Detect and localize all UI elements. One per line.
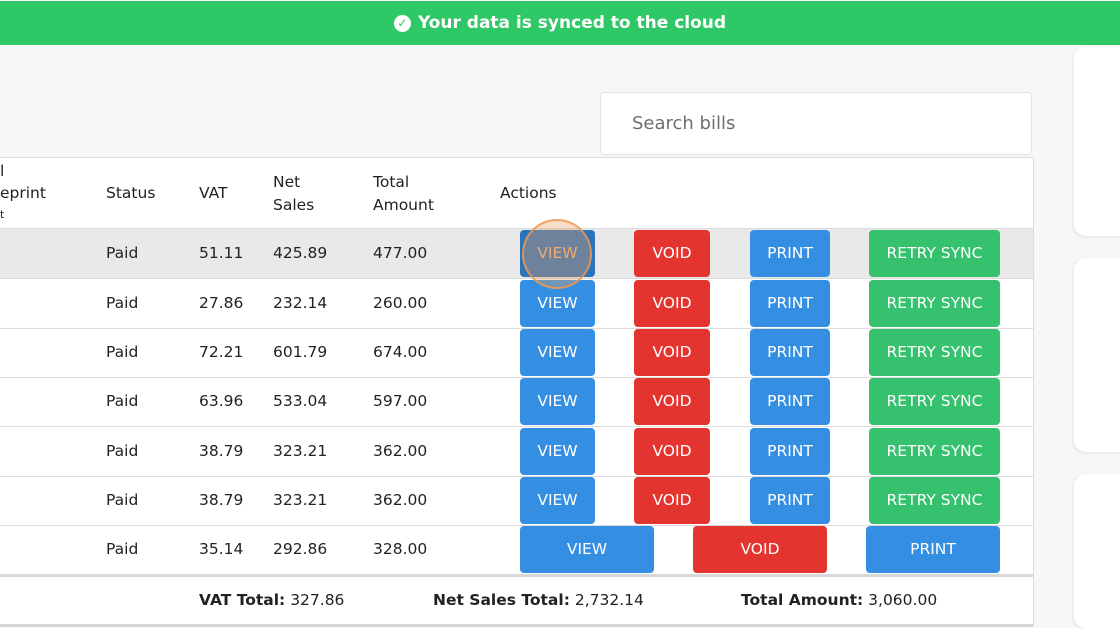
view-button[interactable]: VIEW	[520, 230, 595, 277]
cell-vat: 35.14	[199, 540, 244, 558]
print-button[interactable]: PRINT	[750, 428, 830, 475]
cell-status: Paid	[106, 491, 139, 509]
void-button[interactable]: VOID	[634, 428, 710, 475]
total-amount-value: 3,060.00	[868, 591, 938, 609]
cell-total: 362.00	[373, 442, 428, 460]
print-button[interactable]: PRINT	[750, 378, 830, 425]
void-button[interactable]: VOID	[634, 230, 710, 277]
cell-status: Paid	[106, 392, 139, 410]
cell-total: 597.00	[373, 392, 428, 410]
bills-table: l eprint t Status VAT Net Sales Total Am…	[0, 157, 1034, 627]
vat-total-value: 327.86	[290, 591, 345, 609]
void-button[interactable]: VOID	[634, 280, 710, 327]
retry-sync-button[interactable]: RETRY SYNC	[869, 280, 1000, 327]
void-button[interactable]: VOID	[693, 526, 827, 573]
cell-vat: 38.79	[199, 491, 244, 509]
cell-net-sales: 232.14	[273, 294, 328, 312]
table-row: Paid 63.96 533.04 597.00 VIEW VOID PRINT…	[0, 377, 1033, 427]
void-button[interactable]: VOID	[634, 477, 710, 524]
print-button[interactable]: PRINT	[866, 526, 1000, 573]
cell-vat: 72.21	[199, 343, 244, 361]
view-button[interactable]: VIEW	[520, 428, 595, 475]
check-circle-icon: ✓	[393, 14, 411, 32]
cell-net-sales: 323.21	[273, 491, 328, 509]
table-row: Paid 27.86 232.14 260.00 VIEW VOID PRINT…	[0, 279, 1033, 329]
header-actions: Actions	[500, 184, 557, 202]
retry-sync-button[interactable]: RETRY SYNC	[869, 378, 1000, 425]
cell-status: Paid	[106, 244, 139, 262]
search-input[interactable]	[601, 93, 1031, 154]
net-sales-total-value: 2,732.14	[574, 591, 644, 609]
retry-sync-button[interactable]: RETRY SYNC	[869, 477, 1000, 524]
net-sales-total: Net Sales Total: 2,732.14	[433, 577, 644, 624]
side-panel-card	[1074, 258, 1120, 452]
vat-total-label: VAT Total:	[199, 591, 286, 609]
header-net-sales: Sales	[273, 196, 315, 214]
header-partial-label: l	[0, 162, 5, 180]
header-vat: VAT	[199, 184, 228, 202]
header-partial-label: t	[0, 208, 5, 221]
cell-vat: 27.86	[199, 294, 244, 312]
print-button[interactable]: PRINT	[750, 230, 830, 277]
table-row: Paid 38.79 323.21 362.00 VIEW VOID PRINT…	[0, 476, 1033, 526]
cell-net-sales: 425.89	[273, 244, 328, 262]
vat-total: VAT Total: 327.86	[199, 577, 344, 624]
totals-row: VAT Total: 327.86 Net Sales Total: 2,732…	[0, 575, 1033, 627]
table-row: Paid 38.79 323.21 362.00 VIEW VOID PRINT…	[0, 427, 1033, 477]
total-amount: Total Amount: 3,060.00	[741, 577, 937, 624]
retry-sync-button[interactable]: RETRY SYNC	[869, 230, 1000, 277]
total-amount-label: Total Amount:	[741, 591, 864, 609]
cell-vat: 63.96	[199, 392, 244, 410]
print-button[interactable]: PRINT	[750, 477, 830, 524]
retry-sync-button[interactable]: RETRY SYNC	[869, 329, 1000, 376]
header-partial-label: eprint	[0, 184, 46, 202]
cell-net-sales: 601.79	[273, 343, 328, 361]
header-total-amount: Amount	[373, 196, 434, 214]
cell-vat: 51.11	[199, 244, 244, 262]
print-button[interactable]: PRINT	[750, 329, 830, 376]
cell-total: 328.00	[373, 540, 428, 558]
cell-vat: 38.79	[199, 442, 244, 460]
table-row: Paid 72.21 601.79 674.00 VIEW VOID PRINT…	[0, 328, 1033, 378]
side-panel-card	[1074, 46, 1120, 236]
header-net-sales: Net	[273, 173, 301, 191]
header-total-amount: Total	[373, 173, 410, 191]
net-sales-total-label: Net Sales Total:	[433, 591, 570, 609]
cell-status: Paid	[106, 343, 139, 361]
sync-status-text: Your data is synced to the cloud	[417, 13, 727, 33]
table-row: Paid 35.14 292.86 328.00 VIEW VOID PRINT	[0, 525, 1033, 575]
cell-net-sales: 323.21	[273, 442, 328, 460]
cell-net-sales: 533.04	[273, 392, 328, 410]
print-button[interactable]: PRINT	[750, 280, 830, 327]
cell-total: 477.00	[373, 244, 428, 262]
void-button[interactable]: VOID	[634, 378, 710, 425]
void-button[interactable]: VOID	[634, 329, 710, 376]
cell-total: 674.00	[373, 343, 428, 361]
cell-status: Paid	[106, 294, 139, 312]
cell-status: Paid	[106, 540, 139, 558]
search-field[interactable]	[600, 92, 1032, 155]
view-button[interactable]: VIEW	[520, 526, 654, 573]
side-panel-card	[1074, 474, 1120, 628]
cell-total: 362.00	[373, 491, 428, 509]
cell-net-sales: 292.86	[273, 540, 328, 558]
view-button[interactable]: VIEW	[520, 477, 595, 524]
sync-status-banner: ✓ Your data is synced to the cloud	[0, 1, 1120, 45]
cell-total: 260.00	[373, 294, 428, 312]
header-status: Status	[106, 184, 156, 202]
view-button[interactable]: VIEW	[520, 378, 595, 425]
table-row: Paid 51.11 425.89 477.00 VIEW VOID PRINT…	[0, 229, 1033, 279]
table-header: l eprint t Status VAT Net Sales Total Am…	[0, 158, 1033, 229]
view-button[interactable]: VIEW	[520, 329, 595, 376]
cell-status: Paid	[106, 442, 139, 460]
retry-sync-button[interactable]: RETRY SYNC	[869, 428, 1000, 475]
view-button[interactable]: VIEW	[520, 280, 595, 327]
